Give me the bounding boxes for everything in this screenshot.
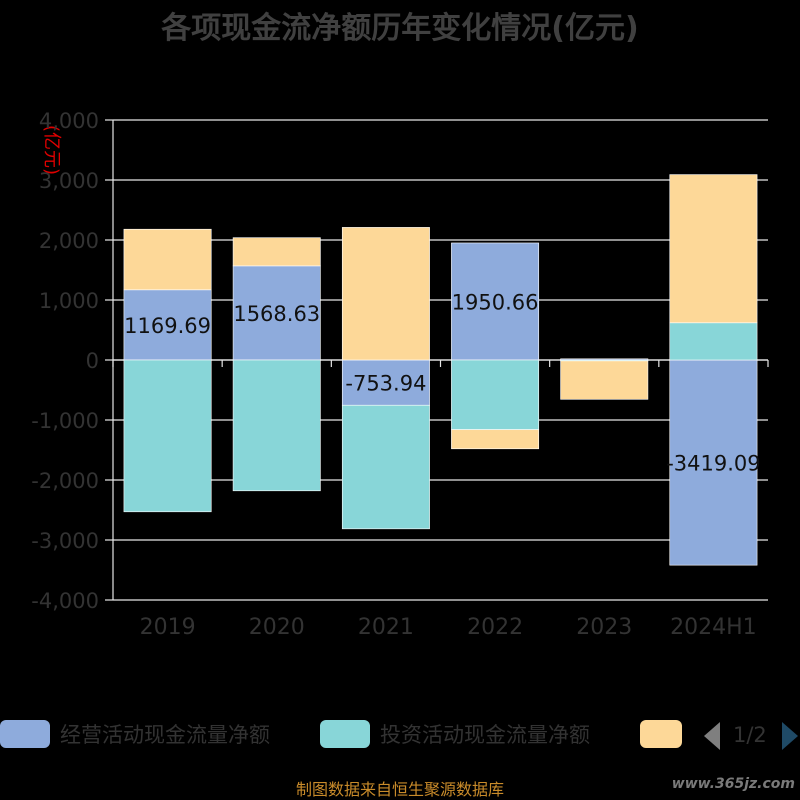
y-tick-label: 4,000 bbox=[39, 109, 99, 133]
legend-label-investing[interactable]: 投资活动现金流量净额 bbox=[380, 723, 590, 747]
x-tick-label: 2020 bbox=[249, 615, 305, 640]
bar-series1-2019 bbox=[123, 359, 212, 513]
y-tick-label: 3,000 bbox=[39, 169, 99, 193]
legend-page-indicator: 1/2 bbox=[733, 723, 767, 747]
y-tick-label: 2,000 bbox=[39, 229, 99, 253]
data-label: 1169.69 bbox=[124, 314, 211, 338]
bar-series0-2020 bbox=[232, 265, 321, 361]
chart-title: 各项现金流净额历年变化情况(亿元) bbox=[160, 11, 638, 46]
unit-label: (亿元) bbox=[41, 125, 62, 175]
bar-series1-2020 bbox=[232, 359, 321, 492]
x-axis-ticks: 2019 2020 2021 2022 2023 2024H1 bbox=[140, 615, 757, 640]
bar-series1-2022 bbox=[451, 359, 540, 430]
bar-series2-2022 bbox=[451, 429, 540, 450]
y-tick-label: 0 bbox=[86, 349, 99, 373]
bar-series2-2021 bbox=[341, 227, 430, 361]
data-label: 1568.63 bbox=[233, 302, 320, 326]
x-tick-label: 2022 bbox=[467, 615, 523, 640]
y-axis-ticks: 4,000 3,000 2,000 1,000 0 -1,000 -2,000 -3,000 -… bbox=[31, 109, 99, 613]
legend-swatch-operating[interactable] bbox=[0, 720, 50, 748]
triangle-left-icon[interactable] bbox=[704, 722, 720, 750]
y-tick-label: -4,000 bbox=[31, 589, 99, 613]
data-label: 1950.66 bbox=[452, 290, 539, 314]
data-source: 制图数据来自恒生聚源数据库 bbox=[296, 780, 504, 799]
bar-series0-2024H1 bbox=[669, 359, 758, 566]
bars bbox=[123, 174, 758, 566]
bar-series1-2021 bbox=[341, 404, 430, 530]
legend-swatch-investing[interactable] bbox=[320, 720, 370, 748]
gridlines bbox=[105, 119, 769, 601]
triangle-right-icon[interactable] bbox=[782, 722, 798, 750]
bar-series0-2021 bbox=[341, 359, 430, 406]
y-tick-label: -3,000 bbox=[31, 529, 99, 553]
bar-series2-2023 bbox=[560, 360, 649, 400]
bar-series1-2024H1 bbox=[669, 322, 758, 361]
data-label: -3419.09 bbox=[666, 452, 760, 476]
bar-series0-2022 bbox=[451, 242, 540, 361]
data-label: -753.94 bbox=[345, 372, 426, 396]
legend-swatch-financing[interactable] bbox=[640, 720, 682, 748]
bar-series2-2020 bbox=[232, 237, 321, 267]
legend: 经营活动现金流量净额 投资活动现金流量净额 1/2 bbox=[0, 720, 798, 750]
bar-series2-2024H1 bbox=[669, 174, 758, 324]
watermark: www.365jz.com bbox=[672, 776, 795, 792]
data-labels: 1169.69 1568.63 -753.94 1950.66 -3419.09 bbox=[124, 290, 760, 475]
y-tick-label: 1,000 bbox=[39, 289, 99, 313]
x-tick-label: 2023 bbox=[576, 615, 632, 640]
y-tick-label: -2,000 bbox=[31, 469, 99, 493]
legend-label-operating[interactable]: 经营活动现金流量净额 bbox=[60, 723, 270, 747]
bar-series2-2019 bbox=[123, 228, 212, 291]
y-tick-label: -1,000 bbox=[31, 409, 99, 433]
x-tick-label: 2021 bbox=[358, 615, 414, 640]
x-tick-label: 2024H1 bbox=[670, 615, 757, 640]
x-tick-label: 2019 bbox=[140, 615, 196, 640]
bar-series0-2019 bbox=[123, 289, 212, 361]
